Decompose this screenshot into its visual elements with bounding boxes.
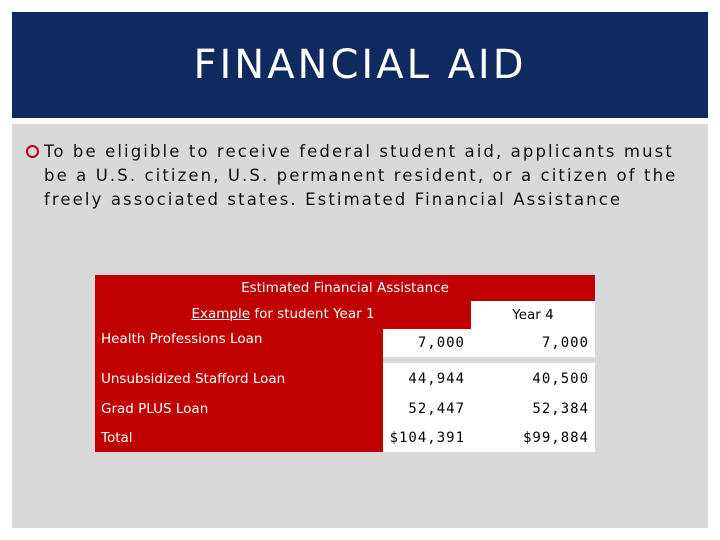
row-label: Unsubsidized Stafford Loan: [95, 363, 383, 395]
title-bar: FINANCIAL AID: [12, 12, 708, 118]
slide-title: FINANCIAL AID: [193, 42, 527, 88]
year1-value: 7,000: [383, 329, 471, 357]
year4-value: 40,500: [471, 363, 595, 395]
financial-assistance-table: Estimated Financial Assistance Example f…: [95, 275, 595, 452]
subheader-text: for student Year 1: [250, 306, 375, 322]
year4-value: 52,384: [471, 395, 595, 423]
example-link[interactable]: Example: [191, 306, 251, 322]
year4-value: 7,000: [471, 329, 595, 357]
bullet-point: To be eligible to receive federal studen…: [26, 140, 684, 212]
bullet-circle-icon: [26, 145, 39, 158]
row-label: Total: [95, 423, 383, 452]
table-title: Estimated Financial Assistance: [95, 275, 595, 301]
year4-header: Year 4: [471, 301, 595, 329]
year1-value: $104,391: [383, 423, 471, 452]
year4-value: $99,884: [471, 423, 595, 452]
year1-value: 52,447: [383, 395, 471, 423]
bullet-text: To be eligible to receive federal studen…: [44, 142, 678, 209]
year1-value: 44,944: [383, 363, 471, 395]
table-subheader: Example for student Year 1: [95, 301, 471, 327]
row-label: Health Professions Loan: [95, 327, 383, 365]
row-label: Grad PLUS Loan: [95, 395, 383, 423]
row-divider: [383, 327, 471, 329]
